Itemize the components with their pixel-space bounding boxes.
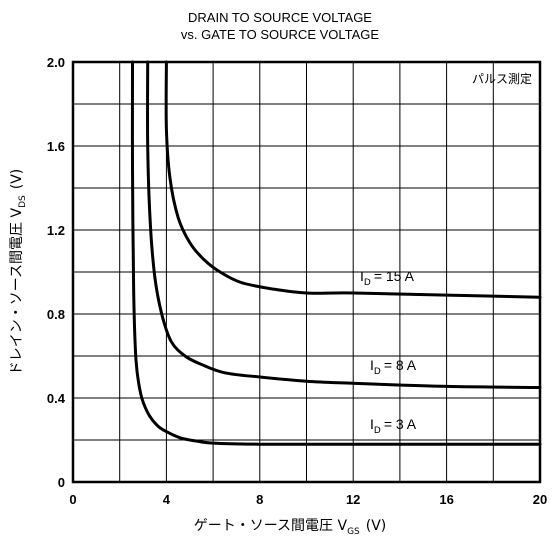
series-line-0 (130, 60, 542, 446)
y-tick-label: 0.4 (47, 391, 66, 406)
chart-subtitle: vs. GATE TO SOURCE VOLTAGE (181, 27, 379, 42)
series-label-15a: ID = 15 A (360, 268, 415, 288)
chart-title: DRAIN TO SOURCE VOLTAGE (188, 10, 372, 25)
y-tick-label: 1.6 (47, 139, 65, 154)
annotation-pulse: パルス測定 (472, 71, 532, 86)
grid (73, 62, 540, 482)
y-tick-label: 2.0 (47, 55, 65, 70)
x-tick-label: 4 (163, 492, 171, 507)
series (130, 60, 542, 446)
series-label-3a: ID = 3 A (370, 416, 417, 436)
x-tick-label: 20 (533, 492, 547, 507)
series-line-1 (146, 60, 542, 389)
series-line-2 (164, 60, 542, 299)
x-tick-label: 0 (69, 492, 76, 507)
plot-frame (71, 60, 542, 484)
y-tick-label: 1.2 (47, 223, 65, 238)
y-tick-label: 0 (58, 475, 65, 490)
series-label-8a: ID = 8 A (370, 357, 417, 377)
x-tick-label: 12 (346, 492, 360, 507)
x-tick-label: 16 (439, 492, 453, 507)
y-tick-label: 0.8 (47, 307, 65, 322)
y-axis-label: ドレイン・ソース間電圧 VDS(V) (9, 169, 28, 376)
ticks: 0 4 8 12 16 20 0 0.4 0.8 1.2 1.6 2.0 (47, 55, 547, 507)
x-axis-label: ゲート・ソース間電圧 VGS (V) (194, 518, 387, 537)
x-tick-label: 8 (256, 492, 263, 507)
